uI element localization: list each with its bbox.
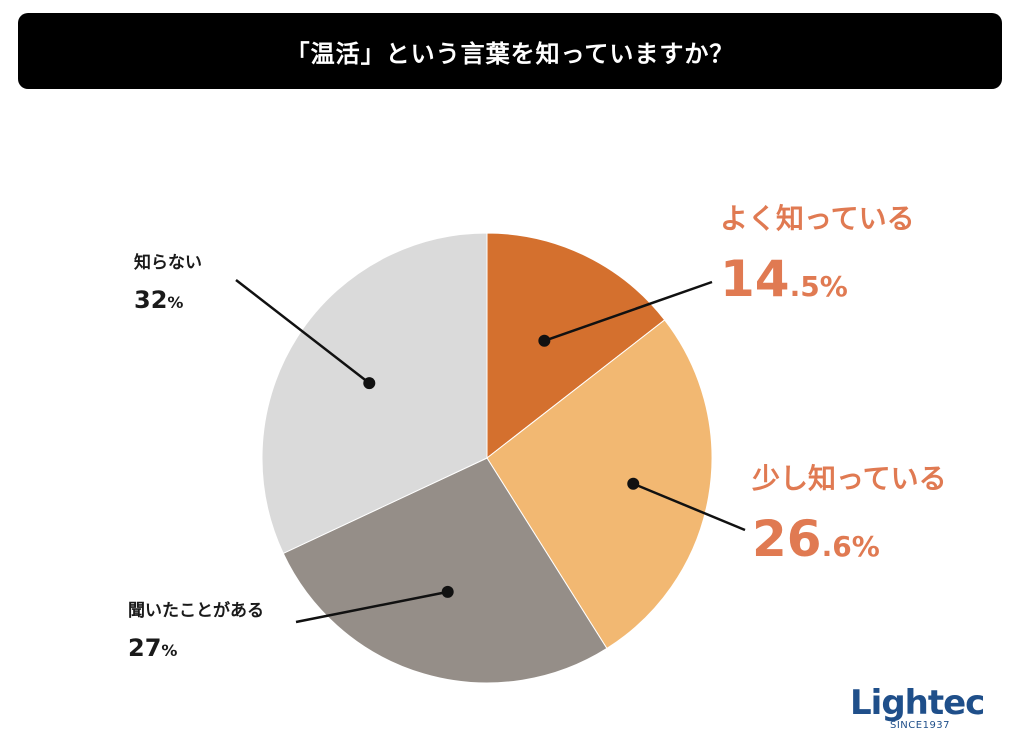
leader-line [543, 280, 713, 342]
pie-slice [486, 232, 666, 460]
lightec-logo: Lightec SINCE1937 [850, 684, 985, 734]
slice-label: よく知っている [720, 202, 915, 235]
leader-line [295, 590, 448, 624]
chart-title: 「温活」という言葉を知っていますか？ [285, 39, 735, 68]
pie-slice [486, 319, 713, 650]
slice-percent: 14.5% [720, 250, 848, 308]
pie-slice [261, 232, 488, 555]
leader-line [235, 279, 371, 385]
slice-label: 聞いたことがある [128, 600, 264, 621]
pie-slice [282, 457, 608, 684]
title-bar: 「温活」という言葉を知っていますか？ [18, 13, 1002, 89]
slice-percent: 27% [128, 634, 177, 662]
leader-dot [627, 477, 640, 490]
leader-line [632, 482, 746, 532]
slice-label: 知らない [133, 252, 202, 273]
logo-subtext: SINCE1937 [890, 720, 951, 731]
slice-label: 少し知っている [752, 462, 947, 495]
leader-dot [441, 585, 454, 598]
leader-dot [538, 334, 551, 347]
leader-dot [363, 377, 376, 390]
slice-percent: 26.6% [752, 510, 880, 568]
logo-text: Lightec [850, 683, 985, 723]
slice-percent: 32% [134, 286, 183, 314]
